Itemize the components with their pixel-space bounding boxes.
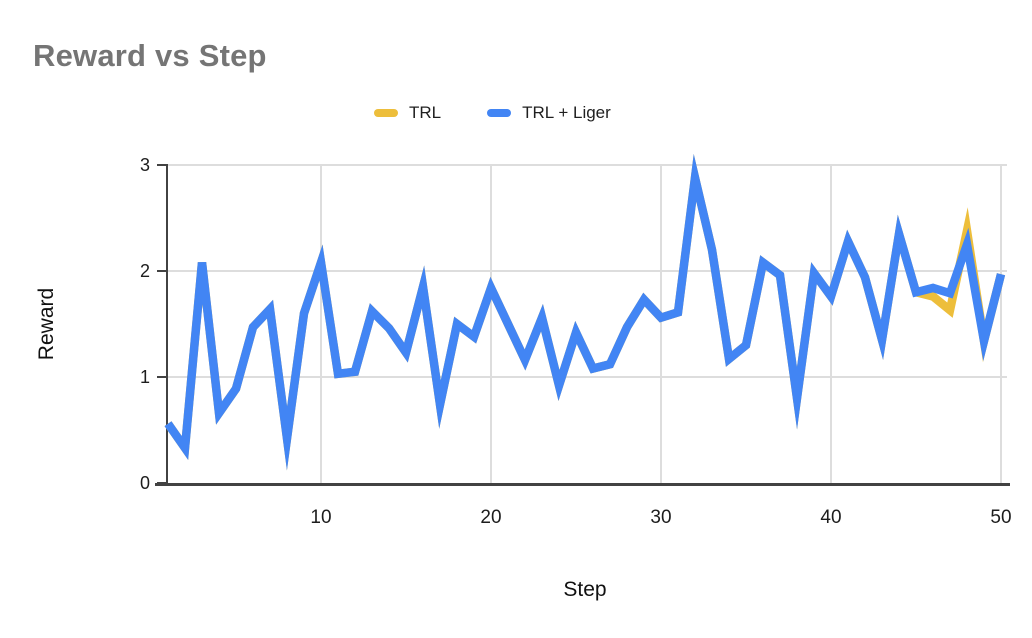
y-tick-label-0: 0 xyxy=(140,473,150,493)
trl-liger-series-line xyxy=(164,153,1006,471)
x-tick-label-20: 20 xyxy=(480,507,501,528)
legend: TRL TRL + Liger xyxy=(374,101,611,125)
trl-liger-series-swatch-icon xyxy=(487,109,512,117)
y-tick-label-2: 2 xyxy=(140,261,150,281)
y-tick-label-1: 1 xyxy=(140,367,150,387)
x-tick-label-50: 50 xyxy=(990,507,1011,528)
x-tick-label-10: 10 xyxy=(310,507,331,528)
y-tick-label-3: 3 xyxy=(140,155,150,175)
legend-item-trl-liger[interactable]: TRL + Liger xyxy=(487,103,611,123)
legend-label-trl-liger: TRL + Liger xyxy=(522,103,611,122)
x-tick-label-40: 40 xyxy=(820,507,841,528)
chart-title: Reward vs Step xyxy=(33,38,267,73)
trl-series-swatch-icon xyxy=(374,109,398,117)
x-tick-label-30: 30 xyxy=(650,507,671,528)
x-axis-title: Step xyxy=(563,578,607,601)
legend-item-trl[interactable]: TRL xyxy=(374,103,441,123)
legend-label-trl: TRL xyxy=(409,103,442,122)
